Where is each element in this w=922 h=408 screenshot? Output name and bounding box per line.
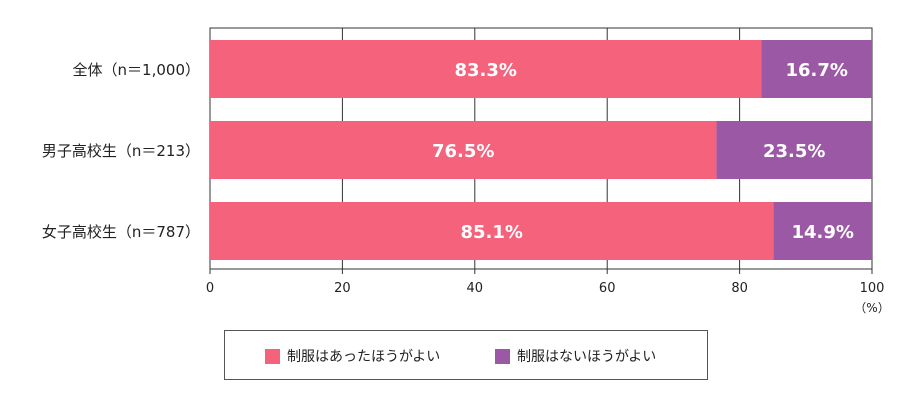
value-label: 76.5% [432,141,494,162]
legend-item-yes: 制服はあったほうがよい [265,346,440,366]
bar-segment [761,40,872,98]
stacked-bar-chart: 0 20 40 60 80 100 （%） 83.3% 16.7% 全体（n＝1,000） 76.5… [42,27,890,315]
value-label: 16.7% [785,60,847,81]
x-tick-label: 20 [334,281,351,296]
bar-segment [210,40,762,98]
value-label: 14.9% [791,222,853,243]
value-label: 85.1% [460,222,522,243]
x-tick-label: 0 [206,281,214,296]
legend-label-yes: 制服はあったほうがよい [287,349,441,365]
category-label: 女子高校生（n＝787） [42,223,200,241]
x-unit-label: （%） [854,301,889,315]
category-label: 男子高校生（n＝213） [42,142,200,160]
x-tick-label: 40 [467,281,484,296]
bar-segment [716,121,872,179]
bar-segment [210,121,717,179]
legend-label-no: 制服はないほうがよい [517,349,657,365]
value-label: 23.5% [763,141,825,162]
legend: 制服はあったほうがよい 制服はないほうがよい [224,330,708,380]
bar-segment [773,202,872,260]
x-tick-label: 60 [599,281,616,296]
bar-segment [210,202,774,260]
value-label: 83.3% [454,60,516,81]
legend-item-no: 制服はないほうがよい [495,346,656,366]
legend-swatch-yes [265,348,280,364]
x-tick-label: 100 [860,281,885,296]
category-label: 全体（n＝1,000） [73,61,200,79]
x-tick-label: 80 [731,281,748,296]
legend-swatch-no [495,348,510,364]
